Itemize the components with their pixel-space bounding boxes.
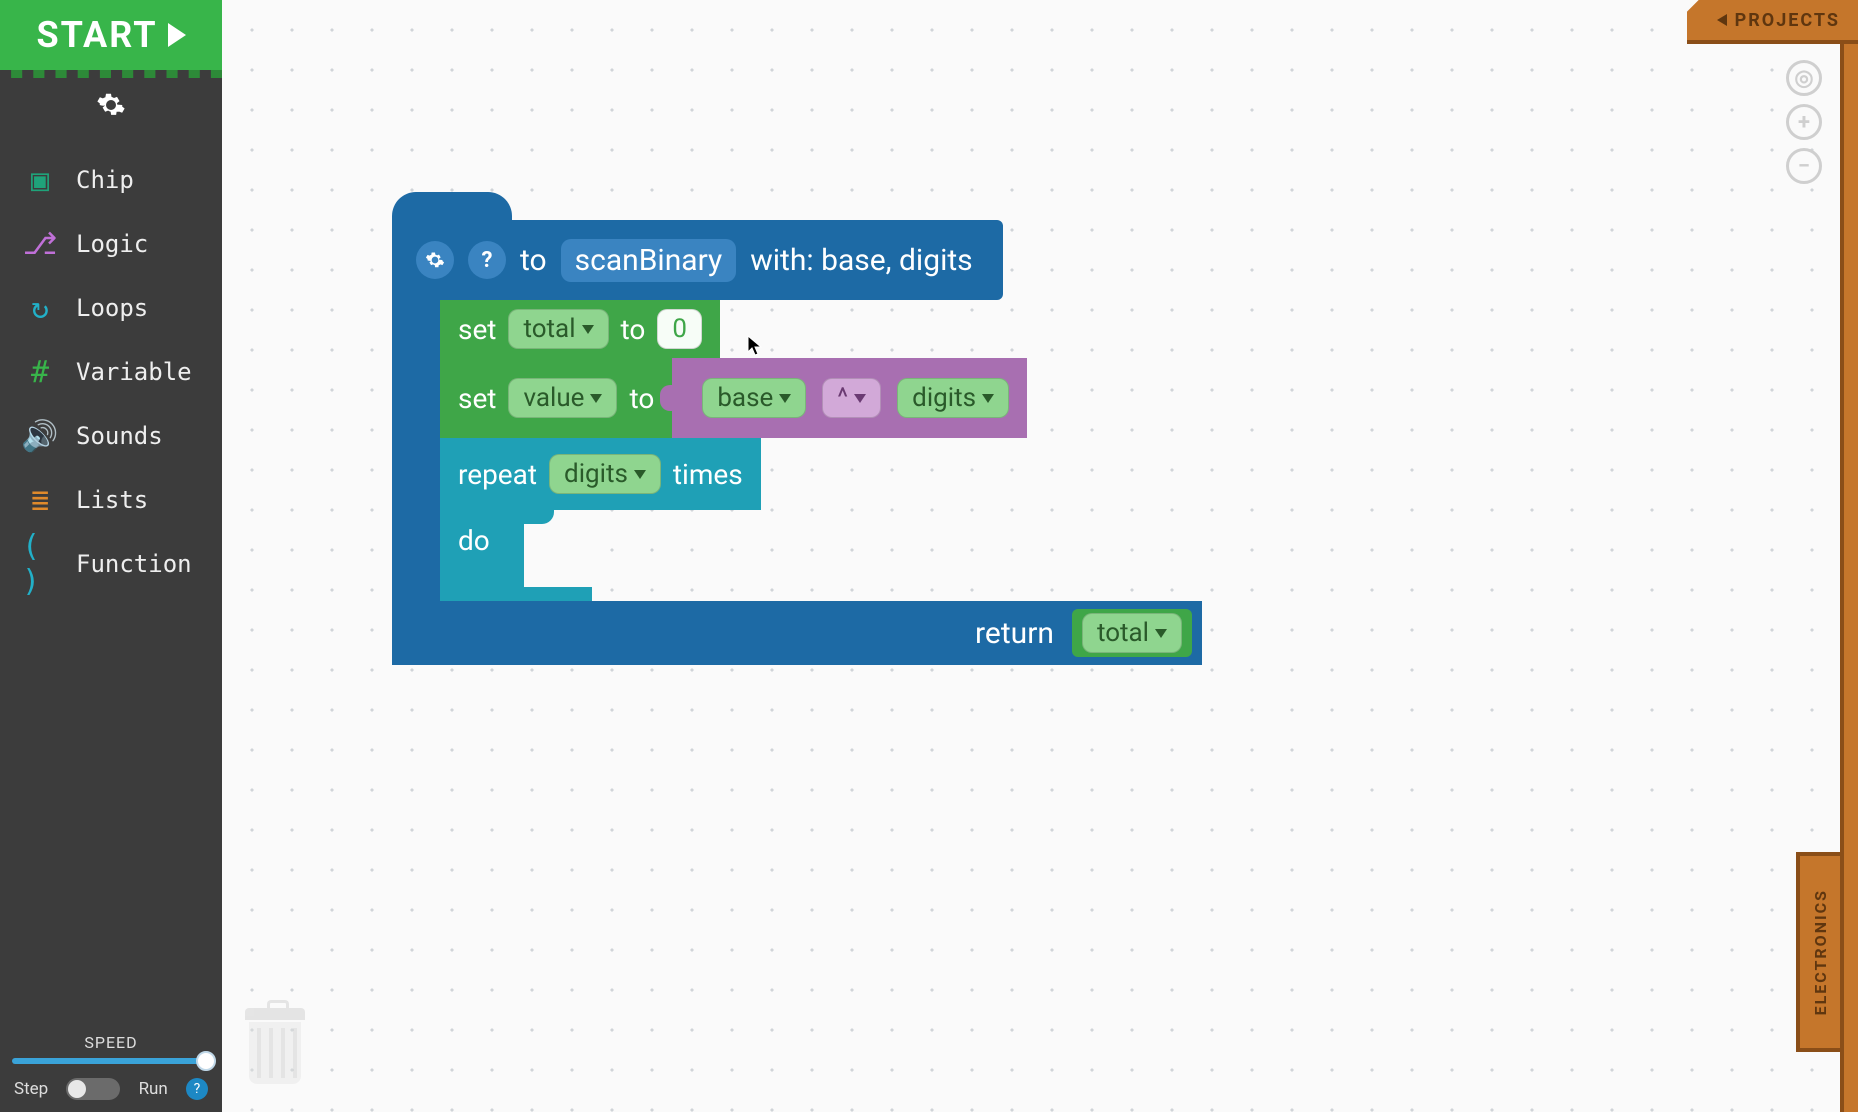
set-variable-block[interactable]: set value to base ^ [440,358,1027,438]
function-definition-block[interactable]: ? to scanBinary with: base, digits [392,220,1003,300]
sidebar-item-label: Loops [76,294,148,322]
trash-button[interactable] [240,1008,310,1094]
sidebar-item-function[interactable]: ( ) Function [0,532,222,596]
chevron-down-icon [854,394,866,403]
variable-dropdown[interactable]: value [508,378,617,418]
variable-icon: # [22,354,58,390]
recenter-button[interactable]: ◎ [1786,60,1822,96]
statement-stack: set total to 0 set value to [440,300,1027,601]
logic-icon: ⎇ [22,226,58,262]
to-keyword: to [520,243,547,278]
set-keyword: set [458,313,496,346]
chevron-down-icon [582,325,594,334]
sidebar-item-label: Chip [76,166,134,194]
number-input[interactable]: 0 [657,309,702,349]
loops-icon: ↻ [22,290,58,326]
do-body-slot[interactable] [524,510,592,556]
minus-icon: − [1798,154,1810,179]
zoom-out-button[interactable]: − [1786,148,1822,184]
run-mode-row: Step Run ? [10,1078,212,1100]
chevron-down-icon [982,394,994,403]
function-rail [392,300,440,601]
sounds-icon: 🔊 [22,418,58,454]
sidebar-item-variable[interactable]: # Variable [0,340,222,404]
electronics-label: ELECTRONICS [1811,889,1830,1015]
speed-slider[interactable] [12,1058,210,1064]
variable-dropdown[interactable]: digits [897,378,1009,418]
set-variable-block[interactable]: set total to 0 [440,300,720,358]
times-keyword: times [673,458,743,491]
sidebar-item-logic[interactable]: ⎇ Logic [0,212,222,276]
workspace: ? to scanBinary with: base, digits set t… [392,220,1202,665]
canvas-controls: ◎ + − [1786,60,1822,184]
help-icon: ? [482,248,493,273]
function-params: with: base, digits [750,243,972,278]
sidebar-item-loops[interactable]: ↻ Loops [0,276,222,340]
sidebar-item-lists[interactable]: ≣ Lists [0,468,222,532]
target-icon: ◎ [1794,66,1813,91]
chevron-down-icon [779,394,791,403]
projects-label: PROJECTS [1735,10,1840,31]
right-rail [1840,44,1858,1112]
run-label: Run [139,1079,168,1099]
variable-dropdown[interactable]: base [702,378,806,418]
repeat-keyword: repeat [458,458,537,491]
sidebar-item-chip[interactable]: ▣ Chip [0,148,222,212]
sidebar-item-label: Variable [76,358,192,386]
math-power-block[interactable]: base ^ digits [672,358,1027,438]
to-keyword: to [629,382,654,415]
set-keyword: set [458,382,496,415]
canvas[interactable]: PROJECTS ELECTRONICS ◎ + − ? to scanBina… [222,0,1858,1112]
chevron-down-icon [590,394,602,403]
return-block[interactable]: return total [392,601,1202,665]
run-mode-toggle[interactable] [66,1078,120,1100]
toggle-knob [68,1080,86,1098]
mouse-cursor-icon [747,335,763,357]
block-settings-button[interactable] [416,241,454,279]
speed-slider-thumb[interactable] [196,1051,216,1071]
chevron-left-icon [1717,14,1727,26]
repeat-block[interactable]: repeat digits times do [440,438,761,601]
do-keyword: do [440,510,524,587]
trash-icon-body [249,1022,301,1084]
speed-label: SPEED [10,1033,212,1052]
projects-tab[interactable]: PROJECTS [1687,0,1858,44]
block-help-button[interactable]: ? [468,241,506,279]
start-label: START [36,14,157,56]
gear-icon [425,250,445,270]
repeat-foot [440,587,592,601]
gear-icon [96,90,126,120]
category-list: ▣ Chip ⎇ Logic ↻ Loops # Variable 🔊 Soun… [0,140,222,1033]
help-icon: ? [194,1081,201,1097]
sidebar-item-sounds[interactable]: 🔊 Sounds [0,404,222,468]
function-name-field[interactable]: scanBinary [561,239,737,282]
plus-icon: + [1798,110,1810,135]
settings-button[interactable] [0,70,222,140]
lists-icon: ≣ [22,482,58,518]
variable-dropdown[interactable]: total [508,309,608,349]
function-icon: ( ) [22,546,58,582]
sidebar: START ▣ Chip ⎇ Logic ↻ Loops # Variable … [0,0,222,1112]
chevron-down-icon [634,470,646,479]
chip-icon: ▣ [22,162,58,198]
chevron-down-icon [1155,629,1167,638]
sidebar-item-label: Function [76,550,192,578]
speed-help-button[interactable]: ? [186,1078,208,1100]
trash-icon [245,1008,305,1020]
to-keyword: to [621,313,646,346]
sidebar-item-label: Sounds [76,422,163,450]
sidebar-item-label: Logic [76,230,148,258]
electronics-tab[interactable]: ELECTRONICS [1796,852,1840,1052]
operator-dropdown[interactable]: ^ [822,378,881,418]
speed-panel: SPEED Step Run ? [0,1033,222,1112]
sidebar-item-label: Lists [76,486,148,514]
start-button[interactable]: START [0,0,222,70]
variable-dropdown[interactable]: total [1072,609,1192,657]
step-label: Step [14,1079,48,1099]
zoom-in-button[interactable]: + [1786,104,1822,140]
return-keyword: return [975,616,1054,651]
variable-dropdown[interactable]: digits [549,454,661,494]
function-body: set total to 0 set value to [392,300,1202,601]
play-icon [168,23,186,47]
